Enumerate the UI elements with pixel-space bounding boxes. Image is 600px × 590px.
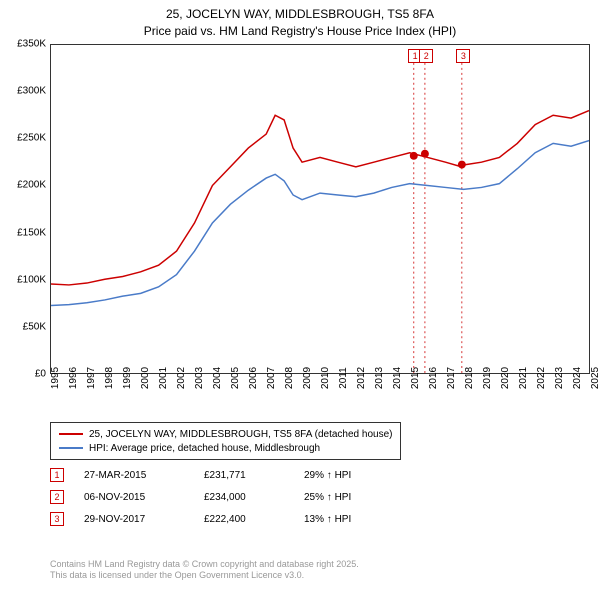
marker-price-0: £231,771 — [204, 470, 304, 481]
marker-price-1: £234,000 — [204, 492, 304, 503]
sale-markers-table: 1 27-MAR-2015 £231,771 29% ↑ HPI 2 06-NO… — [50, 464, 424, 530]
x-tick-label: 2020 — [500, 367, 511, 389]
y-tick-label: £200K — [17, 180, 46, 191]
marker-flag-2: 3 — [50, 512, 64, 526]
sale-dot — [410, 152, 418, 160]
x-tick-label: 2015 — [410, 367, 421, 389]
x-tick-label: 1998 — [104, 367, 115, 389]
series-line-0 — [51, 111, 589, 285]
marker-date-2: 29-NOV-2017 — [84, 514, 204, 525]
legend-label-1: HPI: Average price, detached house, Midd… — [89, 443, 320, 454]
chart-title: 25, JOCELYN WAY, MIDDLESBROUGH, TS5 8FA … — [0, 0, 600, 40]
attribution-line-1: Contains HM Land Registry data © Crown c… — [50, 559, 359, 571]
legend-swatch-1 — [59, 447, 83, 449]
marker-delta-0: 29% ↑ HPI — [304, 470, 424, 481]
x-tick-label: 2005 — [230, 367, 241, 389]
x-tick-label: 2017 — [446, 367, 457, 389]
x-tick-label: 2018 — [464, 367, 475, 389]
x-tick-label: 1995 — [50, 367, 61, 389]
x-tick-label: 1999 — [122, 367, 133, 389]
x-tick-label: 2021 — [518, 367, 529, 389]
x-tick-label: 2007 — [266, 367, 277, 389]
x-axis: 1995199619971998199920002001200220032004… — [50, 374, 590, 414]
attribution-line-2: This data is licensed under the Open Gov… — [50, 570, 359, 582]
plot-svg — [51, 45, 589, 373]
legend: 25, JOCELYN WAY, MIDDLESBROUGH, TS5 8FA … — [50, 422, 401, 460]
y-tick-label: £350K — [17, 39, 46, 50]
marker-row-2: 3 29-NOV-2017 £222,400 13% ↑ HPI — [50, 508, 424, 530]
sale-dot — [458, 161, 466, 169]
series-line-1 — [51, 141, 589, 306]
x-tick-label: 2011 — [338, 367, 349, 389]
x-tick-label: 2003 — [194, 367, 205, 389]
marker-flag-0: 1 — [50, 468, 64, 482]
marker-row-0: 1 27-MAR-2015 £231,771 29% ↑ HPI — [50, 464, 424, 486]
sale-flag: 3 — [456, 49, 470, 63]
y-tick-label: £150K — [17, 227, 46, 238]
marker-price-2: £222,400 — [204, 514, 304, 525]
y-tick-label: £0 — [35, 369, 46, 380]
x-tick-label: 2025 — [590, 367, 600, 389]
attribution: Contains HM Land Registry data © Crown c… — [50, 559, 359, 582]
marker-date-1: 06-NOV-2015 — [84, 492, 204, 503]
x-tick-label: 2009 — [302, 367, 313, 389]
title-line-2: Price paid vs. HM Land Registry's House … — [0, 23, 600, 40]
legend-item-0: 25, JOCELYN WAY, MIDDLESBROUGH, TS5 8FA … — [59, 427, 392, 441]
x-tick-label: 2012 — [356, 367, 367, 389]
x-tick-label: 2013 — [374, 367, 385, 389]
x-tick-label: 2016 — [428, 367, 439, 389]
marker-row-1: 2 06-NOV-2015 £234,000 25% ↑ HPI — [50, 486, 424, 508]
y-tick-label: £100K — [17, 274, 46, 285]
x-tick-label: 2004 — [212, 367, 223, 389]
y-tick-label: £50K — [23, 321, 46, 332]
marker-delta-2: 13% ↑ HPI — [304, 514, 424, 525]
legend-swatch-0 — [59, 433, 83, 435]
x-tick-label: 2014 — [392, 367, 403, 389]
y-tick-label: £300K — [17, 86, 46, 97]
x-tick-label: 2002 — [176, 367, 187, 389]
plot-area: 123 — [50, 44, 590, 374]
x-tick-label: 2023 — [554, 367, 565, 389]
x-tick-label: 2008 — [284, 367, 295, 389]
x-tick-label: 1996 — [68, 367, 79, 389]
sale-flag: 2 — [419, 49, 433, 63]
x-tick-label: 2010 — [320, 367, 331, 389]
x-tick-label: 2006 — [248, 367, 259, 389]
legend-item-1: HPI: Average price, detached house, Midd… — [59, 441, 392, 455]
y-tick-label: £250K — [17, 133, 46, 144]
title-line-1: 25, JOCELYN WAY, MIDDLESBROUGH, TS5 8FA — [0, 6, 600, 23]
sale-dot — [421, 150, 429, 158]
marker-flag-1: 2 — [50, 490, 64, 504]
marker-delta-1: 25% ↑ HPI — [304, 492, 424, 503]
y-axis: £0£50K£100K£150K£200K£250K£300K£350K — [0, 44, 50, 374]
chart-container: 25, JOCELYN WAY, MIDDLESBROUGH, TS5 8FA … — [0, 0, 600, 590]
legend-label-0: 25, JOCELYN WAY, MIDDLESBROUGH, TS5 8FA … — [89, 429, 392, 440]
x-tick-label: 1997 — [86, 367, 97, 389]
marker-date-0: 27-MAR-2015 — [84, 470, 204, 481]
x-tick-label: 2019 — [482, 367, 493, 389]
x-tick-label: 2022 — [536, 367, 547, 389]
x-tick-label: 2001 — [158, 367, 169, 389]
x-tick-label: 2000 — [140, 367, 151, 389]
x-tick-label: 2024 — [572, 367, 583, 389]
